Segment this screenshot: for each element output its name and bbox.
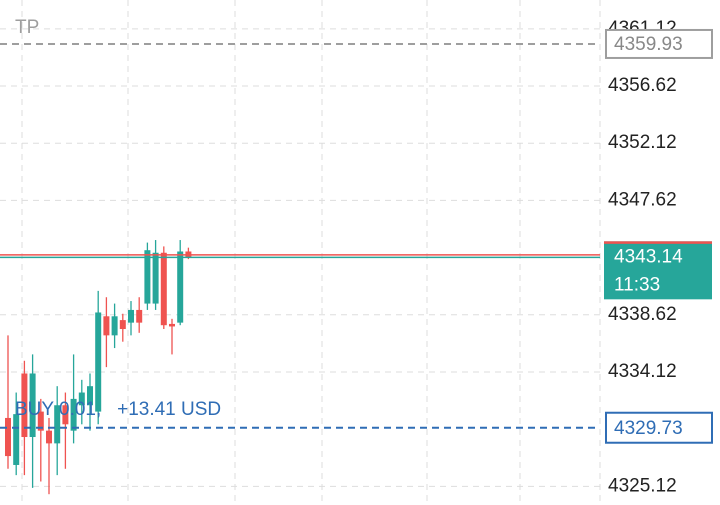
tp-price: 4359.93 bbox=[614, 34, 683, 55]
order-price: 4329.73 bbox=[614, 418, 683, 439]
candle-body bbox=[21, 373, 28, 438]
y-tick-label: 4338.62 bbox=[608, 304, 677, 325]
candle-body bbox=[152, 252, 159, 304]
y-tick-label: 4334.12 bbox=[608, 361, 677, 382]
y-tick-label: 4356.62 bbox=[608, 75, 677, 96]
candle-body bbox=[136, 309, 143, 323]
candle-body bbox=[128, 309, 134, 323]
y-tick-label: 4347.62 bbox=[608, 189, 677, 210]
candle-body bbox=[95, 312, 102, 412]
candle-body bbox=[37, 411, 44, 431]
countdown: 11:33 bbox=[614, 274, 660, 295]
candle-body bbox=[5, 417, 11, 457]
candle-body bbox=[169, 323, 175, 327]
candle-body bbox=[111, 316, 118, 336]
vertical-grid bbox=[21, 0, 601, 505]
candle-body bbox=[54, 405, 61, 444]
candle-body bbox=[144, 250, 151, 304]
candle-body bbox=[70, 398, 77, 431]
candle-body bbox=[46, 430, 52, 444]
order-price-box bbox=[605, 411, 713, 444]
candle-body bbox=[29, 373, 36, 438]
last-price: 4343.14 bbox=[614, 246, 683, 267]
order-label: BUY 0.01, +13.41 USD bbox=[15, 399, 221, 420]
last-price-box bbox=[604, 241, 712, 300]
y-tick-label: 4352.12 bbox=[608, 132, 677, 153]
tp-label: TP bbox=[15, 17, 39, 38]
candle-body bbox=[62, 405, 69, 425]
candle-body bbox=[87, 386, 93, 406]
candle-body bbox=[160, 252, 167, 326]
candle-body bbox=[103, 316, 110, 336]
candle-body bbox=[119, 320, 126, 329]
candle-body bbox=[78, 392, 85, 406]
y-tick-label: 4325.12 bbox=[608, 475, 677, 496]
last-price-top bbox=[604, 241, 712, 244]
candle-body bbox=[177, 251, 184, 323]
tp-price-box bbox=[605, 28, 713, 59]
candle-body bbox=[13, 414, 20, 465]
